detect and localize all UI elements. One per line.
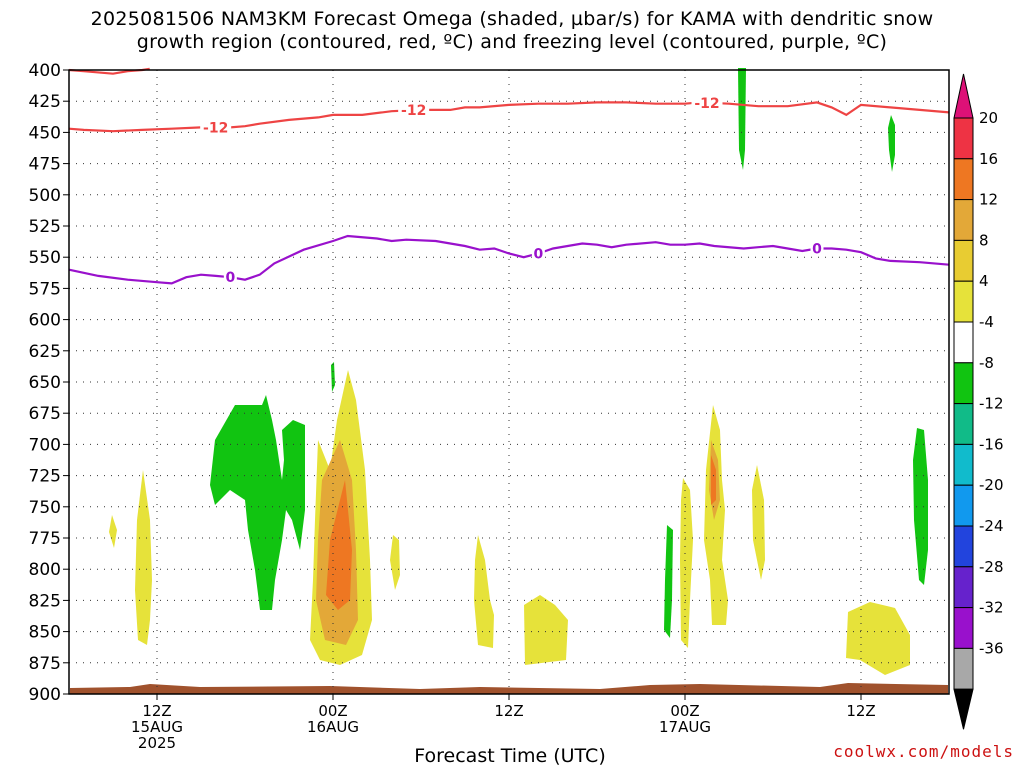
omega-shading [70, 68, 948, 694]
y-tick-label: 625 [29, 342, 61, 362]
contour-label-bg [691, 94, 723, 111]
contour-label: -12 [694, 96, 719, 112]
colorbar-swatch [953, 647, 974, 690]
contour-label-bg [531, 245, 545, 262]
y-tick-label: 875 [29, 654, 61, 674]
y-tick-label: 500 [29, 186, 61, 206]
contour-label: -12 [203, 120, 228, 136]
x-tick-label: 00Z [318, 702, 347, 720]
grid-lines [69, 70, 949, 694]
y-tick-label: 850 [29, 623, 61, 643]
y-tick-label: 575 [29, 279, 61, 299]
x-tick-label: 17AUG [659, 718, 711, 736]
colorbar-tick-label: -28 [979, 558, 1004, 576]
x-tick-label: 12Z [494, 702, 523, 720]
x-tick-label: 2025 [138, 734, 176, 752]
chart-title-line1: 2025081506 NAM3KM Forecast Omega (shaded… [90, 8, 934, 30]
colorbar-tick-label: -8 [979, 354, 994, 372]
colorbar-tick-label: -4 [979, 313, 994, 331]
y-tick-label: 600 [29, 311, 61, 331]
x-tick-label: 16AUG [307, 718, 359, 736]
colorbar-swatch [953, 362, 974, 405]
contour-label-bg [810, 240, 824, 257]
colorbar-swatch [953, 239, 974, 282]
colorbar-tick-label: 12 [979, 191, 998, 209]
contour-label: 0 [225, 270, 235, 286]
y-tick-label: 400 [29, 61, 61, 81]
colorbar-tick-label: 16 [979, 150, 998, 168]
y-tick-label: 700 [29, 435, 61, 455]
y-tick-label: 425 [29, 92, 61, 112]
y-tick-label: 675 [29, 404, 61, 424]
x-tick-label: 00Z [670, 702, 699, 720]
colorbar-tick-label: -12 [979, 395, 1004, 413]
colorbar-swatch [953, 280, 974, 323]
colorbar-swatch [953, 525, 974, 568]
credit-text: coolwx.com/models [833, 742, 1014, 761]
y-tick-label: 775 [29, 529, 61, 549]
colorbar-swatch [953, 117, 974, 160]
y-tick-label: 475 [29, 155, 61, 175]
colorbar-tick-label: -16 [979, 435, 1004, 453]
colorbar-top-triangle [953, 73, 974, 119]
colorbar-tick-label: 4 [979, 272, 989, 290]
colorbar-tick-label: -24 [979, 517, 1004, 535]
plot-frame [68, 69, 950, 695]
x-tick-label: 12Z [142, 702, 171, 720]
y-axis: 400 425 450 475 500 525 550 575 600 625 650 675 700 7… [29, 61, 69, 705]
colorbar-swatch [953, 158, 974, 201]
colorbar-swatch [953, 443, 974, 486]
chart-title-line2: growth region (contoured, red, ºC) and f… [136, 31, 888, 53]
contour-label-bg [200, 119, 232, 136]
x-tick-label: 15AUG [131, 718, 183, 736]
colorbar-tick-label: 8 [979, 231, 989, 249]
colorbar-bottom-triangle [953, 688, 974, 730]
contour-label: -12 [401, 103, 426, 119]
contour-lines: -12 -12 -12 0 0 0 [68, 67, 950, 286]
contour-label: 0 [533, 246, 543, 262]
colorbar-tick-label: -32 [979, 599, 1004, 617]
colorbar: 20 16 12 8 4 -4 -8 -12 -16 -20 -24 -28 -32 -36 [953, 73, 1004, 730]
colorbar-swatch [953, 566, 974, 609]
y-tick-label: 525 [29, 217, 61, 237]
colorbar-swatch [953, 199, 974, 241]
colorbar-swatch [953, 484, 974, 527]
colorbar-swatch [953, 321, 974, 364]
colorbar-tick-label: -20 [979, 476, 1004, 494]
colorbar-tick-label: 20 [979, 109, 998, 127]
y-tick-label: 825 [29, 591, 61, 611]
contour-label-bg [223, 269, 237, 286]
y-tick-label: 650 [29, 373, 61, 393]
colorbar-tick-label: -36 [979, 639, 1004, 657]
y-tick-label: 725 [29, 467, 61, 487]
y-tick-label: 750 [29, 498, 61, 518]
y-tick-label: 550 [29, 248, 61, 268]
y-tick-label: 800 [29, 560, 61, 580]
contour-label: 0 [812, 241, 822, 257]
x-axis-label: Forecast Time (UTC) [414, 745, 606, 767]
colorbar-swatch [953, 403, 974, 445]
y-tick-label: 900 [29, 685, 61, 705]
colorbar-swatch [953, 607, 974, 649]
contour-label-bg [398, 102, 430, 119]
y-tick-label: 450 [29, 123, 61, 143]
x-tick-label: 12Z [846, 702, 875, 720]
